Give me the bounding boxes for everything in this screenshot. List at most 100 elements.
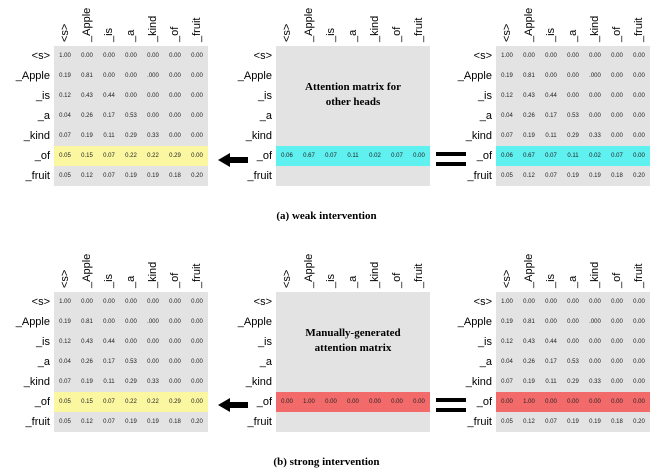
column-label: _Apple bbox=[523, 7, 535, 42]
matrix-cell: 0.07 bbox=[545, 419, 557, 425]
matrix-cell: 0.00 bbox=[191, 319, 203, 325]
matrix-cell: 0.26 bbox=[523, 113, 535, 119]
row-label: _Apple bbox=[15, 316, 50, 328]
row-label: _Apple bbox=[15, 70, 50, 82]
column-label: _a bbox=[125, 29, 137, 42]
matrix-cell: 0.00 bbox=[169, 299, 181, 305]
highlighted-row bbox=[276, 146, 430, 166]
matrix-cell: 0.02 bbox=[589, 153, 601, 159]
matrix-cell: 0.18 bbox=[169, 419, 181, 425]
matrix-cell: 0.04 bbox=[501, 359, 513, 365]
matrix-cell: 0.00 bbox=[191, 359, 203, 365]
matrix-cell: 0.00 bbox=[191, 299, 203, 305]
matrix-cell: 0.67 bbox=[303, 153, 315, 159]
row-label: <s> bbox=[473, 50, 492, 62]
matrix-cell: 0.19 bbox=[523, 133, 535, 139]
column-label: _kind bbox=[369, 15, 381, 42]
matrix-cell: 0.19 bbox=[567, 173, 579, 179]
row-label: _a bbox=[259, 356, 272, 368]
matrix-cell: 0.00 bbox=[633, 379, 645, 385]
left-arrow-icon bbox=[218, 153, 248, 167]
column-label: _is bbox=[545, 273, 557, 288]
matrix-cell: 0.00 bbox=[611, 359, 623, 365]
column-label: _fruit bbox=[191, 263, 203, 288]
matrix-cell: 0.17 bbox=[545, 359, 557, 365]
matrix-cell: 0.00 bbox=[413, 399, 425, 405]
matrix-cell: 0.00 bbox=[125, 93, 137, 99]
matrix-cell: 0.04 bbox=[59, 359, 71, 365]
matrix-cell: 0.81 bbox=[523, 319, 535, 325]
matrix-cell: 0.00 bbox=[169, 53, 181, 59]
matrix-cell: 0.00 bbox=[81, 53, 93, 59]
column-labels: <s> _Apple _is _a _kind _of _fruit bbox=[276, 0, 430, 44]
matrix-cell: 1.00 bbox=[501, 53, 513, 59]
strong-manual-matrix: <s> _Apple _is _a _kind _of _fruit <s> _Apple _is… bbox=[224, 246, 430, 442]
matrix-cell: 0.11 bbox=[103, 379, 115, 385]
matrix-cell: 0.44 bbox=[545, 339, 557, 345]
column-label: _fruit bbox=[633, 17, 645, 42]
matrix-cell: 0.81 bbox=[81, 73, 93, 79]
column-label: _of bbox=[611, 26, 623, 42]
matrix-cell: 0.00 bbox=[523, 299, 535, 305]
matrix-cell: 0.00 bbox=[103, 53, 115, 59]
matrix-cell: 0.05 bbox=[501, 419, 513, 425]
matrix-cell: 0.00 bbox=[567, 53, 579, 59]
highlighted-row bbox=[496, 146, 650, 166]
matrix-cell: 0.00 bbox=[191, 153, 203, 159]
matrix-cell: 0.12 bbox=[59, 339, 71, 345]
column-label: <s> bbox=[59, 23, 71, 42]
matrix-cell: 0.00 bbox=[147, 299, 159, 305]
row-label: _of bbox=[256, 150, 272, 162]
matrix-cell: 0.20 bbox=[633, 419, 645, 425]
matrix-cell: 0.05 bbox=[59, 153, 71, 159]
matrix-cell: 0.00 bbox=[633, 113, 645, 119]
matrix-cell: 0.04 bbox=[59, 113, 71, 119]
matrix-cell: 0.18 bbox=[169, 173, 181, 179]
matrix-cell: 0.12 bbox=[501, 339, 513, 345]
matrix-cell: 0.00 bbox=[191, 113, 203, 119]
matrix-cell: 0.00 bbox=[391, 399, 403, 405]
matrix-cell: 0.22 bbox=[147, 399, 159, 405]
column-label: _Apple bbox=[81, 253, 93, 288]
matrix-cell: 0.81 bbox=[523, 73, 535, 79]
matrix-cell: 0.00 bbox=[169, 339, 181, 345]
matrix-cell: 0.00 bbox=[125, 319, 137, 325]
matrix-cell: 0.29 bbox=[567, 133, 579, 139]
matrix-cell: 0.81 bbox=[81, 319, 93, 325]
equals-icon bbox=[436, 398, 466, 414]
row-label: _of bbox=[34, 396, 50, 408]
matrix-cell: 1.00 bbox=[523, 399, 535, 405]
matrix-cell: 0.33 bbox=[147, 133, 159, 139]
row-label: _fruit bbox=[467, 170, 492, 182]
matrix-cell: 0.11 bbox=[103, 133, 115, 139]
matrix-cell: 0.19 bbox=[147, 419, 159, 425]
matrix-cell: 0.20 bbox=[191, 173, 203, 179]
column-label: <s> bbox=[59, 269, 71, 288]
matrix-cell: 0.00 bbox=[147, 339, 159, 345]
row-label: _Apple bbox=[237, 70, 272, 82]
matrix-cell: 0.00 bbox=[413, 153, 425, 159]
row-label: _fruit bbox=[467, 416, 492, 428]
matrix-cell: 0.33 bbox=[147, 379, 159, 385]
matrix-cell: 0.00 bbox=[191, 73, 203, 79]
matrix-cell: 0.44 bbox=[103, 339, 115, 345]
matrix-cell: 0.00 bbox=[633, 93, 645, 99]
matrix-cell: 0.29 bbox=[125, 133, 137, 139]
row-label: _of bbox=[256, 396, 272, 408]
matrix-cell: 0.04 bbox=[501, 113, 513, 119]
matrix-cell: 0.17 bbox=[103, 113, 115, 119]
matrix-cell: 0.00 bbox=[545, 53, 557, 59]
row-label: _kind bbox=[465, 130, 492, 142]
matrix-cell: 0.07 bbox=[103, 419, 115, 425]
matrix-cell: 0.00 bbox=[125, 299, 137, 305]
matrix-cell: 0.00 bbox=[545, 399, 557, 405]
row-label: _Apple bbox=[237, 316, 272, 328]
matrix-cell: 0.11 bbox=[347, 153, 359, 159]
matrix-cell: 0.12 bbox=[81, 419, 93, 425]
matrix-cell: 0.00 bbox=[567, 399, 579, 405]
matrix-cell: 0.29 bbox=[169, 153, 181, 159]
matrix-cell: 0.00 bbox=[369, 399, 381, 405]
matrix-cell: 0.00 bbox=[589, 359, 601, 365]
matrix-cell: 0.00 bbox=[191, 379, 203, 385]
matrix-cell: 0.07 bbox=[391, 153, 403, 159]
